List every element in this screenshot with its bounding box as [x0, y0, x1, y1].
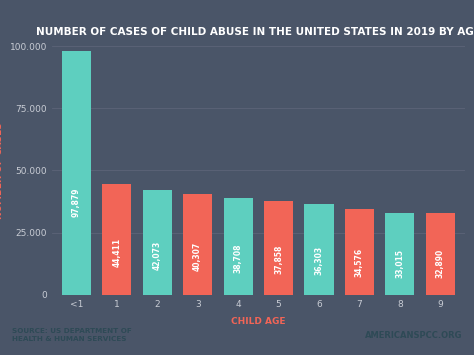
Text: 44,411: 44,411 [112, 238, 121, 267]
Text: 33,015: 33,015 [395, 249, 404, 278]
Bar [345, 209, 374, 295]
Bar [264, 201, 293, 295]
Bar [426, 213, 455, 295]
Text: 34,576: 34,576 [355, 247, 364, 277]
Text: 32,890: 32,890 [436, 249, 445, 278]
Bar [304, 204, 334, 295]
Text: 36,303: 36,303 [314, 246, 323, 275]
Bar [183, 195, 212, 295]
Text: 42,073: 42,073 [153, 240, 162, 269]
Text: 38,708: 38,708 [234, 243, 243, 273]
Text: 40,307: 40,307 [193, 242, 202, 271]
Text: AMERICANSPCC.ORG: AMERICANSPCC.ORG [365, 331, 462, 340]
Text: 97,879: 97,879 [72, 187, 81, 217]
Text: SOURCE: US DEPARTMENT OF
HEALTH & HUMAN SERVICES: SOURCE: US DEPARTMENT OF HEALTH & HUMAN … [12, 328, 132, 343]
Bar [385, 213, 414, 295]
Text: 37,858: 37,858 [274, 244, 283, 274]
X-axis label: CHILD AGE: CHILD AGE [231, 317, 285, 326]
Bar [143, 190, 172, 295]
Bar [102, 184, 131, 295]
Bar [224, 198, 253, 295]
Bar [62, 51, 91, 295]
Y-axis label: NUMBER OF CASES: NUMBER OF CASES [0, 122, 4, 219]
Title: NUMBER OF CASES OF CHILD ABUSE IN THE UNITED STATES IN 2019 BY AGE: NUMBER OF CASES OF CHILD ABUSE IN THE UN… [36, 27, 474, 37]
